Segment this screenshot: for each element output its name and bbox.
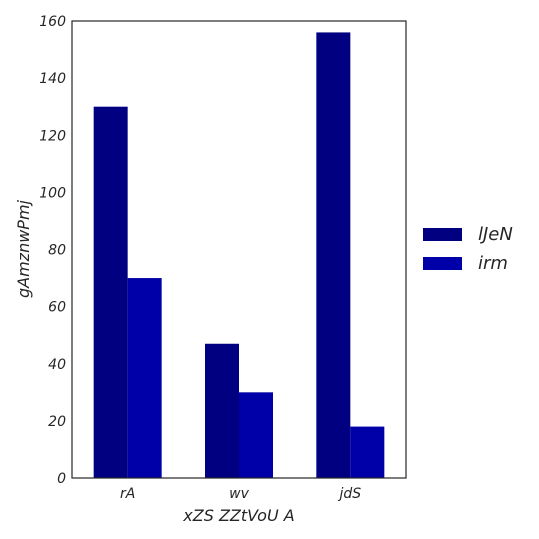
y-axis-label: gAmznwPmj bbox=[14, 199, 33, 298]
legend-swatch-lJeN bbox=[423, 228, 462, 241]
y-tick-label: 140 bbox=[39, 71, 66, 87]
y-tick-label: 160 bbox=[39, 14, 66, 30]
bar-irm-jdS bbox=[350, 426, 385, 478]
bar-lJeN-rA bbox=[93, 106, 128, 478]
x-tick-label: wv bbox=[229, 486, 249, 502]
y-tick-label: 80 bbox=[48, 243, 66, 259]
legend: lJeN irm bbox=[423, 224, 513, 274]
bar-irm-rA bbox=[127, 278, 162, 478]
bar-lJeN-wv bbox=[205, 343, 239, 478]
plot-frame bbox=[71, 20, 407, 479]
legend-label-lJeN: lJeN bbox=[478, 224, 513, 245]
y-tick-label: 120 bbox=[39, 128, 66, 144]
y-tick-label: 60 bbox=[48, 300, 66, 316]
x-tick-label: jdS bbox=[337, 486, 361, 502]
bar-irm-wv bbox=[239, 392, 273, 478]
y-tick-label: 20 bbox=[48, 414, 66, 430]
legend-swatch-irm bbox=[423, 257, 462, 270]
y-tick-label: 40 bbox=[48, 357, 66, 373]
y-tick-label: 0 bbox=[57, 471, 66, 487]
legend-label-irm: irm bbox=[478, 253, 508, 274]
y-tick-label: 100 bbox=[39, 185, 66, 201]
bar-lJeN-jdS bbox=[316, 32, 351, 479]
x-tick-label: rA bbox=[120, 486, 135, 502]
x-axis-label: xZS ZZtVoU A bbox=[182, 506, 294, 525]
